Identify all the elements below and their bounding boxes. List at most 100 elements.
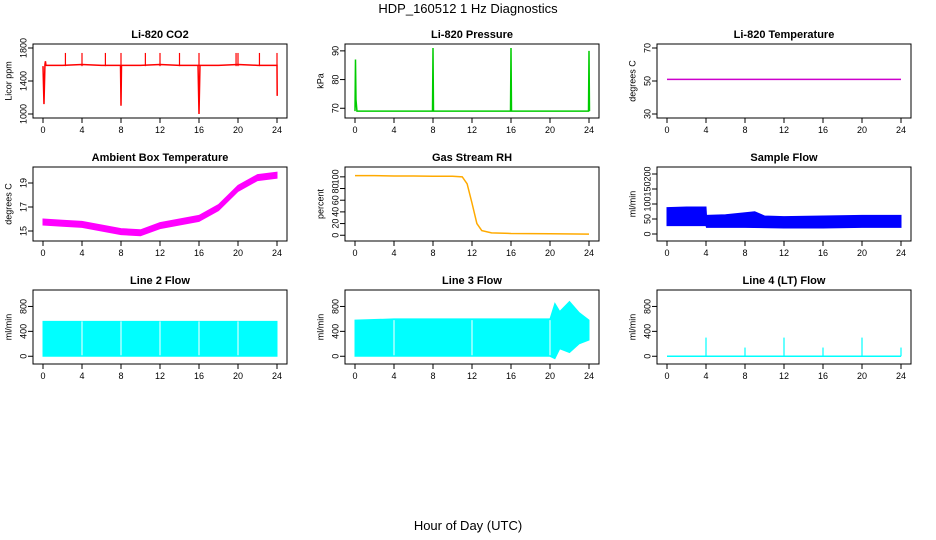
chart-title: Sample Flow [750,152,818,164]
x-tick-label: 16 [506,248,516,258]
y-axis-label: percent [315,188,325,219]
x-tick-label: 0 [352,248,357,258]
x-tick-label: 24 [272,248,282,258]
y-axis-label: ml/min [627,314,637,341]
x-tick-label: 16 [818,125,828,135]
y-tick-label: 100 [642,196,652,211]
x-tick-label: 0 [40,371,45,381]
chart-title: Line 4 (LT) Flow [743,275,826,287]
y-tick-label: 0 [642,354,652,359]
x-tick-label: 16 [506,371,516,381]
y-tick-label: 90 [330,46,340,56]
x-tick-label: 20 [857,125,867,135]
y-axis-label: Licor ppm [3,61,13,101]
y-axis-label: degrees C [627,60,637,102]
x-tick-label: 12 [155,371,165,381]
x-tick-label: 8 [118,371,123,381]
x-tick-label: 4 [79,125,84,135]
chart-panel-line-4-flow: Line 4 (LT) Flow 0 4 8 12 16 20 24 0 400 800 ml/min [627,275,912,381]
chart-title: Ambient Box Temperature [92,152,229,164]
x-tick-label: 0 [664,125,669,135]
x-tick-label: 20 [545,371,555,381]
y-tick-label: 400 [18,324,28,339]
x-tick-label: 16 [818,371,828,381]
y-tick-label: 0 [330,233,340,238]
y-tick-label: 800 [642,299,652,314]
x-tick-label: 12 [467,371,477,381]
x-tick-label: 20 [233,371,243,381]
x-tick-label: 8 [118,248,123,258]
y-tick-label: 40 [330,207,340,217]
y-tick-label: 800 [18,299,28,314]
x-tick-label: 24 [584,248,594,258]
y-tick-label: 15 [18,226,28,236]
y-tick-label: 1000 [18,104,28,124]
chart-title: Line 3 Flow [442,275,502,287]
x-tick-label: 24 [584,125,594,135]
y-tick-label: 20 [330,219,340,229]
y-axis-label: ml/min [315,314,325,341]
y-axis-label: ml/min [627,191,637,218]
x-tick-label: 8 [118,125,123,135]
x-tick-label: 12 [467,125,477,135]
x-tick-label: 4 [703,125,708,135]
x-tick-label: 12 [155,125,165,135]
x-tick-label: 20 [545,248,555,258]
chart-title: Gas Stream RH [432,152,512,164]
x-tick-label: 16 [194,125,204,135]
y-tick-label: 19 [18,178,28,188]
series-line [354,47,591,112]
y-tick-label: 1800 [18,38,28,58]
x-tick-label: 8 [742,125,747,135]
x-tick-label: 4 [79,248,84,258]
y-axis-label: ml/min [3,314,13,341]
x-tick-label: 0 [664,371,669,381]
x-tick-label: 4 [391,248,396,258]
y-tick-label: 0 [642,231,652,236]
series-line [355,174,590,235]
x-tick-label: 24 [896,125,906,135]
x-tick-label: 8 [742,248,747,258]
x-tick-label: 4 [703,248,708,258]
x-tick-label: 4 [703,371,708,381]
y-tick-label: 400 [642,324,652,339]
chart-title: Li-820 Pressure [431,29,513,41]
y-tick-label: 50 [642,76,652,86]
series-band [42,171,278,237]
chart-panel-li820-pressure: Li-820 Pressure 0 4 8 12 16 20 24 70 80 90 kPa [315,29,600,135]
x-tick-label: 8 [742,371,747,381]
y-tick-label: 70 [642,43,652,53]
figure-title: HDP_160512 1 Hz Diagnostics [378,1,558,16]
x-tick-label: 24 [896,371,906,381]
x-tick-label: 0 [40,248,45,258]
x-tick-label: 4 [79,371,84,381]
x-tick-label: 0 [40,125,45,135]
x-tick-label: 16 [506,125,516,135]
plot-frame [344,43,600,119]
chart-panel-li820-co2: Li-820 CO2 0 4 8 12 16 20 24 1000 1400 1800 Licor p… [3,29,288,135]
x-tick-label: 12 [467,248,477,258]
x-tick-label: 0 [664,248,669,258]
y-axis-label: degrees C [3,183,13,225]
y-tick-label: 70 [330,103,340,113]
x-tick-label: 24 [272,371,282,381]
plot-frame [656,166,912,242]
x-tick-label: 8 [430,125,435,135]
x-tick-label: 24 [896,248,906,258]
y-tick-label: 100 [330,169,340,184]
y-axis-label: kPa [315,73,325,89]
series-line [42,61,278,115]
y-tick-label: 0 [330,354,340,359]
x-tick-label: 12 [155,248,165,258]
figure-x-axis-label: Hour of Day (UTC) [413,518,523,533]
chart-title: Li-820 CO2 [131,29,188,41]
x-tick-label: 20 [233,125,243,135]
chart-panel-ambient-box-temperature: Ambient Box Temperature 0 4 8 12 16 20 24 15 17 19… [3,152,288,258]
x-tick-label: 12 [779,371,789,381]
y-tick-label: 1400 [18,71,28,91]
y-tick-label: 17 [18,202,28,212]
x-tick-label: 8 [430,248,435,258]
